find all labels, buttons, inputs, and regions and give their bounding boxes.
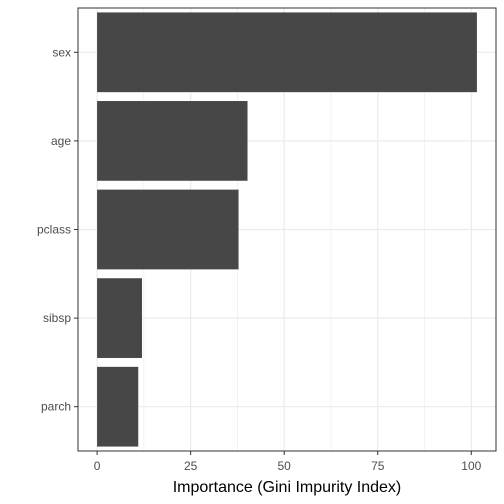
bars <box>97 12 477 447</box>
x-tick-label: 25 <box>184 459 198 473</box>
x-tick-label: 50 <box>278 459 292 473</box>
bar-parch <box>97 366 139 447</box>
x-tick-label: 100 <box>461 459 481 473</box>
y-axis-ticks: sex age pclass sibsp parch <box>37 45 78 414</box>
x-tick-label: 75 <box>371 459 385 473</box>
bar-pclass <box>97 189 239 270</box>
bar-sibsp <box>97 278 142 358</box>
y-tick-label-pclass: pclass <box>37 223 71 237</box>
y-tick-label-parch: parch <box>41 400 71 414</box>
y-tick-label-age: age <box>51 134 71 148</box>
y-tick-label-sex: sex <box>52 45 71 59</box>
y-tick-label-sibsp: sibsp <box>43 311 71 325</box>
x-axis-ticks: 0 25 50 75 100 <box>94 451 482 473</box>
bar-sex <box>97 12 477 93</box>
x-axis-title: Importance (Gini Impurity Index) <box>173 479 402 496</box>
x-tick-label: 0 <box>94 459 101 473</box>
bar-age <box>97 101 248 181</box>
